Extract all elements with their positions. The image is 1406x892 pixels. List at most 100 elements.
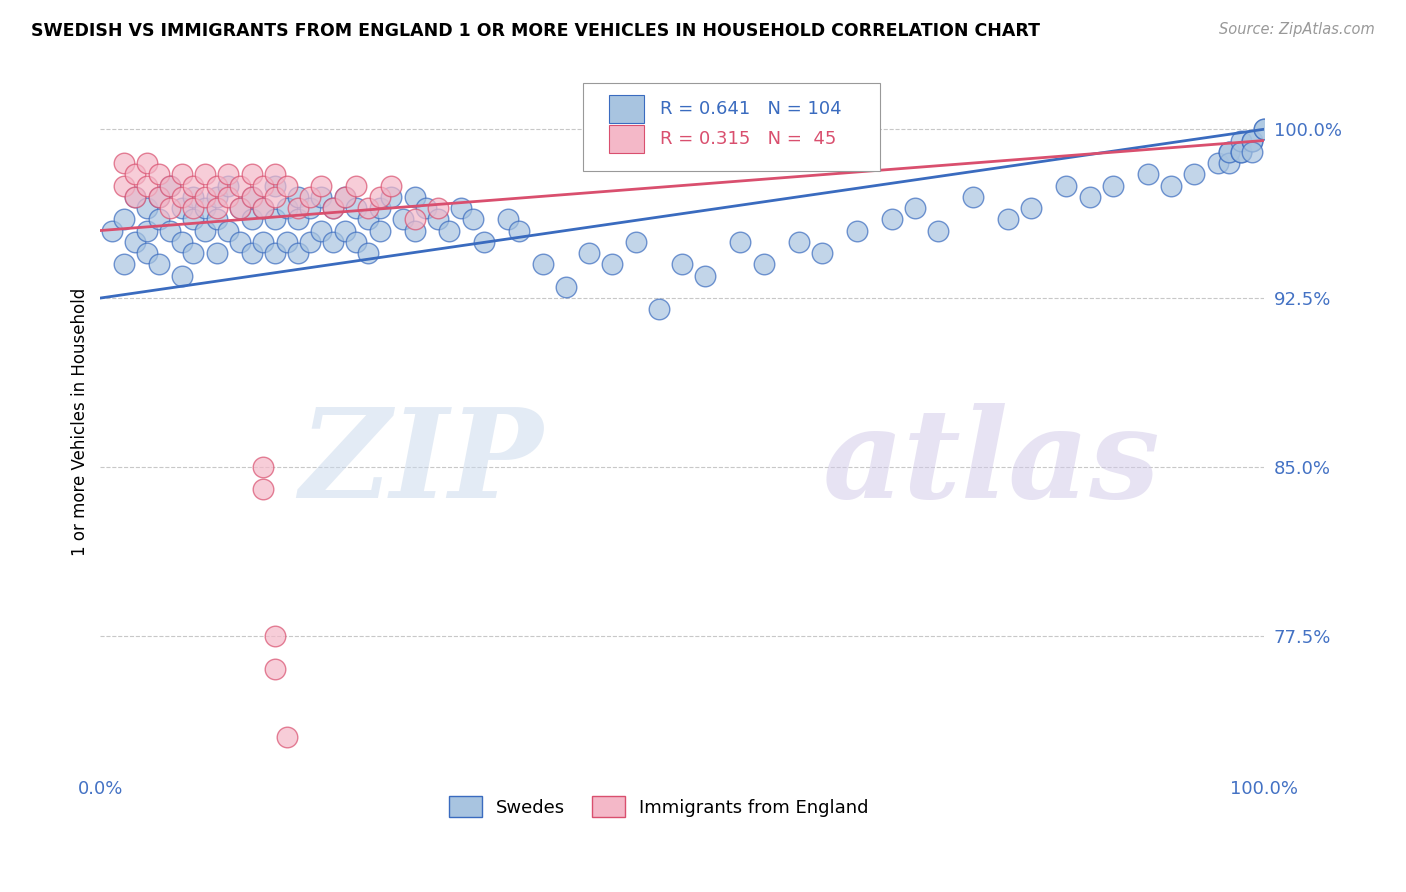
Point (927, 223, 949, 237)
Text: R = 0.641   N = 104: R = 0.641 N = 104 (659, 100, 842, 118)
Point (276, 201, 298, 215)
Point (112, 156, 135, 170)
Point (298, 201, 321, 215)
Point (1054, 178, 1077, 193)
Point (264, 190, 287, 204)
FancyBboxPatch shape (583, 84, 880, 170)
Point (531, 257, 554, 271)
Point (474, 235, 496, 249)
Point (845, 223, 868, 237)
Point (322, 235, 344, 249)
Point (217, 167, 239, 181)
Point (311, 190, 333, 204)
Point (357, 212, 380, 227)
Point (287, 190, 309, 204)
Point (264, 629, 287, 643)
Point (170, 190, 193, 204)
Point (311, 223, 333, 237)
Point (333, 190, 356, 204)
Point (159, 178, 181, 193)
Point (1229, 145, 1251, 159)
Point (240, 167, 263, 181)
Point (904, 201, 927, 215)
Point (148, 212, 170, 227)
Point (426, 201, 449, 215)
Point (194, 190, 217, 204)
Point (264, 662, 287, 676)
Text: R = 0.315   N =  45: R = 0.315 N = 45 (659, 129, 837, 147)
Text: SWEDISH VS IMMIGRANTS FROM ENGLAND 1 OR MORE VEHICLES IN HOUSEHOLD CORRELATION C: SWEDISH VS IMMIGRANTS FROM ENGLAND 1 OR … (31, 22, 1040, 40)
Point (368, 190, 391, 204)
Text: atlas: atlas (823, 403, 1160, 524)
Point (159, 223, 181, 237)
Point (252, 201, 274, 215)
Point (997, 212, 1019, 227)
Point (135, 223, 157, 237)
Point (380, 190, 402, 204)
Point (194, 223, 217, 237)
Text: Source: ZipAtlas.com: Source: ZipAtlas.com (1219, 22, 1375, 37)
Point (1160, 178, 1182, 193)
Point (124, 167, 146, 181)
Point (344, 235, 367, 249)
Point (205, 190, 228, 204)
Point (426, 212, 449, 227)
Point (461, 212, 484, 227)
Point (298, 235, 321, 249)
Point (1206, 156, 1229, 170)
Point (1218, 156, 1240, 170)
Point (1241, 134, 1264, 148)
Point (148, 190, 170, 204)
Point (695, 268, 717, 283)
Point (752, 257, 775, 271)
Point (1229, 134, 1251, 148)
Point (1101, 178, 1123, 193)
Point (148, 190, 170, 204)
Point (1253, 122, 1275, 136)
Point (135, 201, 157, 215)
Point (112, 212, 135, 227)
Point (240, 190, 263, 204)
Point (170, 167, 193, 181)
Point (217, 190, 239, 204)
Point (159, 178, 181, 193)
Point (112, 257, 135, 271)
Point (183, 178, 205, 193)
Point (252, 483, 274, 497)
Point (205, 212, 228, 227)
Point (252, 178, 274, 193)
FancyBboxPatch shape (609, 95, 644, 122)
Point (183, 246, 205, 260)
Point (252, 459, 274, 474)
Point (496, 212, 519, 227)
Point (357, 246, 380, 260)
Point (404, 223, 426, 237)
Point (229, 201, 252, 215)
Point (183, 212, 205, 227)
Point (578, 246, 600, 260)
Text: ZIP: ZIP (299, 403, 543, 524)
Point (287, 246, 309, 260)
Point (508, 223, 530, 237)
Point (1253, 122, 1275, 136)
Point (1021, 201, 1043, 215)
Point (333, 223, 356, 237)
Point (1136, 167, 1159, 181)
Point (392, 212, 415, 227)
Point (229, 201, 252, 215)
Point (730, 235, 752, 249)
Point (322, 201, 344, 215)
Point (344, 201, 367, 215)
Point (439, 223, 461, 237)
Point (368, 201, 391, 215)
Point (252, 235, 274, 249)
Point (217, 178, 239, 193)
Point (135, 156, 157, 170)
Point (124, 190, 146, 204)
Point (962, 190, 984, 204)
Legend: Swedes, Immigrants from England: Swedes, Immigrants from England (441, 789, 876, 824)
Point (170, 201, 193, 215)
Point (276, 235, 298, 249)
Point (415, 201, 437, 215)
Point (264, 246, 287, 260)
